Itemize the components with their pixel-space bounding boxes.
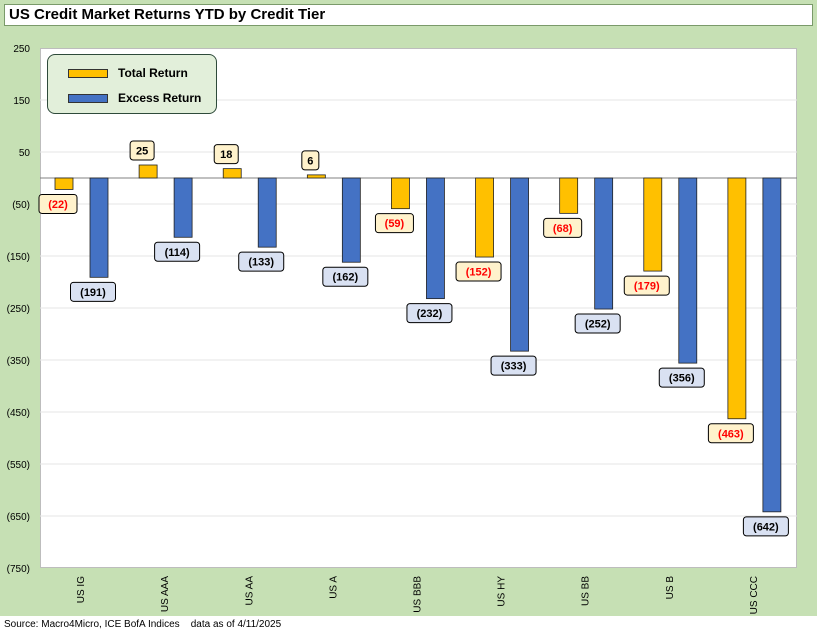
excess-return-data-label: (114) [165,247,190,259]
total-return-bar [475,177,494,258]
x-tick-label: US A [328,576,339,599]
x-tick-label: US IG [76,576,87,603]
y-tick-label: (550) [7,460,30,471]
total-return-label-box [213,144,239,165]
excess-return-label-box [322,266,369,287]
source-note: Source: Macro4Micro, ICE BofA Indices da… [4,619,282,630]
excess-return-bar [594,177,614,310]
y-tick-label: (750) [7,564,30,575]
legend-item-excess-return: Excess Return [68,91,201,105]
chart-title-box: US Credit Market Returns YTD by Credit T… [4,4,813,26]
chart-title: US Credit Market Returns YTD by Credit T… [9,6,326,23]
total-return-data-label: (152) [466,267,492,279]
x-tick-label: US CCC [749,576,760,614]
total-return-bar [54,177,74,190]
excess-return-label-box [238,251,285,272]
excess-return-label-box [574,313,621,334]
legend-swatch-total-return [68,69,108,79]
total-return-label-box [543,217,583,238]
x-tick-label: US HY [497,576,508,607]
y-tick-label: (150) [7,252,30,263]
excess-return-bar [510,177,529,352]
y-tick-label: (350) [7,356,30,367]
total-return-label-box [38,193,78,214]
excess-return-bar [426,177,445,300]
excess-return-data-label: (252) [585,319,611,331]
total-return-data-label: 25 [136,146,148,158]
excess-return-bar [173,177,193,238]
total-return-bar [727,177,747,420]
excess-return-data-label: (191) [80,287,106,299]
total-return-label-box [129,140,155,161]
excess-return-label-box [658,367,705,388]
total-return-label-box [455,261,502,282]
total-return-bar [138,164,158,179]
legend: Total Return Excess Return [47,54,217,114]
legend-label-total-return: Total Return [118,66,188,80]
total-return-data-label: 18 [220,149,232,161]
total-return-data-label: (68) [553,223,573,235]
x-tick-label: US BB [581,576,592,606]
total-return-bar [222,168,242,179]
excess-return-label-box [406,303,453,324]
total-return-data-label: 6 [307,155,313,167]
y-tick-label: (50) [12,200,30,211]
y-tick-label: 50 [19,148,31,159]
excess-return-bar [89,177,109,278]
legend-label-excess-return: Excess Return [118,91,202,105]
excess-return-bar [762,177,782,513]
excess-return-data-label: (333) [501,361,527,373]
total-return-data-label: (463) [718,428,744,440]
y-tick-label: 150 [13,96,30,107]
legend-swatch-excess-return [68,94,108,104]
total-return-bar [643,177,663,272]
y-tick-label: 250 [13,44,30,55]
total-return-label-box [623,275,670,296]
y-tick-label: (450) [7,408,30,419]
total-return-label-box [374,213,414,234]
total-return-bar [306,174,326,179]
total-return-data-label: (179) [634,281,660,293]
excess-return-bar [678,177,698,364]
excess-return-data-label: (356) [669,373,695,385]
x-tick-label: US B [665,576,676,600]
total-return-data-label: (59) [385,218,405,230]
excess-return-label-box [742,516,789,537]
excess-return-label-box [70,281,116,302]
excess-return-data-label: (232) [417,308,443,320]
legend-item-total-return: Total Return [68,66,188,80]
excess-return-bar [257,177,277,248]
y-tick-label: (650) [7,512,30,523]
total-return-data-label: (22) [48,199,68,211]
total-return-label-box [301,150,320,171]
excess-return-data-label: (642) [753,521,779,533]
x-tick-label: US BBB [413,576,424,613]
total-return-label-box [707,423,754,444]
total-return-bar [391,177,410,210]
total-return-bar [559,177,579,214]
excess-return-data-label: (162) [332,272,358,284]
excess-return-data-label: (133) [248,257,274,269]
x-tick-label: US AA [244,576,255,606]
excess-return-label-box [154,241,201,262]
y-tick-label: (250) [7,304,30,315]
x-tick-label: US AAA [160,576,171,612]
excess-return-bar [341,177,361,263]
excess-return-label-box [490,355,537,376]
